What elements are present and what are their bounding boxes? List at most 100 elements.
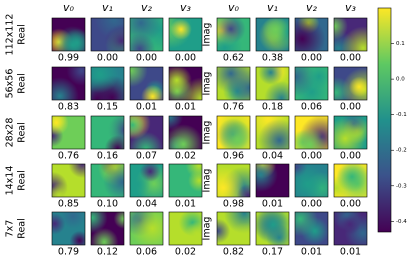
tile-blob <box>162 65 192 95</box>
column-header: v₃ <box>345 1 357 14</box>
tile-value: 0.00 <box>301 151 322 162</box>
tile-border <box>294 115 329 150</box>
tile-value: 0.17 <box>262 247 283 258</box>
tile-border <box>168 163 203 198</box>
tile-border <box>90 66 125 101</box>
tile-border <box>129 17 164 52</box>
tile-blob <box>279 16 325 62</box>
tile-blob <box>258 119 301 162</box>
tile-border <box>168 115 203 150</box>
tile-border <box>255 211 290 246</box>
tile-value: 0.83 <box>58 102 79 113</box>
heatmap-tile <box>217 116 256 158</box>
part-label: Imag <box>202 23 213 47</box>
heatmap-tile <box>295 64 331 100</box>
tile-value: 0.18 <box>262 102 283 113</box>
heatmap-tile <box>91 116 124 149</box>
tile-value: 0.62 <box>223 53 244 64</box>
row-size-label: 28x28 <box>5 118 16 148</box>
tile-blob <box>342 26 385 69</box>
part-label: Real <box>17 170 28 190</box>
heatmap-tile <box>295 116 328 149</box>
column-header: v₁ <box>267 1 278 14</box>
column-header: v₁ <box>102 1 113 14</box>
tile-value: 0.04 <box>262 151 283 162</box>
tile-value: 0.01 <box>175 102 196 113</box>
tile-blob <box>264 81 299 116</box>
tile-border <box>90 115 125 150</box>
tile-blob <box>289 165 327 203</box>
tile-value: 0.01 <box>175 199 196 210</box>
tile-border <box>51 211 86 246</box>
tile-border <box>333 211 368 246</box>
tile-border <box>90 163 125 198</box>
row-size-label: 7x7 <box>5 220 16 238</box>
tile-border <box>51 163 86 198</box>
tile-blob <box>237 184 260 207</box>
heatmap-tile <box>52 150 96 197</box>
heatmap-tile <box>77 202 124 256</box>
colorbar <box>377 7 392 233</box>
heatmap-tile <box>91 18 138 57</box>
heatmap-tile <box>52 204 86 245</box>
tile-blob <box>44 110 69 135</box>
heatmap-tile <box>91 164 124 197</box>
colorbar-tick-label: 0.1 <box>396 41 405 47</box>
heatmap-tile <box>279 16 328 62</box>
tile-blob <box>77 202 108 233</box>
colorbar-tick-label: -0.3 <box>396 183 407 189</box>
heatmap-tile <box>124 164 163 197</box>
column-header: v₀ <box>63 1 75 14</box>
tile-blob <box>306 64 331 89</box>
heatmap-tile <box>130 116 163 149</box>
heatmap-tile <box>52 67 85 100</box>
tile-blob <box>124 171 150 197</box>
tile-border <box>333 66 368 101</box>
colorbar-tick-label: 0.0 <box>396 77 405 83</box>
tile-blob <box>336 161 367 192</box>
tile-blob <box>185 222 209 246</box>
tile-value: 0.04 <box>136 199 157 210</box>
tile-value: 0.06 <box>136 247 157 258</box>
tile-value: 0.02 <box>175 247 196 258</box>
tile-blob <box>68 150 96 178</box>
tile-value: 0.99 <box>58 53 79 64</box>
tile-value: 0.00 <box>301 199 322 210</box>
tile-border <box>168 211 203 246</box>
tile-value: 0.06 <box>301 102 322 113</box>
tile-blob <box>227 65 273 111</box>
tile-value: 0.00 <box>136 53 157 64</box>
tile-blob <box>61 204 86 229</box>
tile-blob <box>155 102 183 130</box>
tile-blob <box>274 179 301 206</box>
tile-blob <box>207 30 243 66</box>
tile-blob <box>163 124 203 164</box>
heatmap-tile <box>169 212 209 246</box>
tile-value: 0.01 <box>301 247 322 258</box>
tile-value: 0.10 <box>97 199 118 210</box>
tile-value: 0.07 <box>136 151 157 162</box>
tile-border <box>216 211 251 246</box>
tile-value: 0.15 <box>97 102 118 113</box>
tile-border <box>294 66 329 101</box>
tile-value: 0.01 <box>340 247 361 258</box>
tile-border <box>255 163 290 198</box>
tile-border <box>216 66 251 101</box>
tile-blob <box>219 121 256 158</box>
tile-blob <box>90 228 118 256</box>
tile-blob <box>258 60 283 85</box>
tile-blob <box>205 219 230 244</box>
tile-value: 0.00 <box>97 53 118 64</box>
column-header: v₂ <box>306 1 318 14</box>
heatmap-tile <box>295 212 328 245</box>
heatmap-tile <box>205 212 250 245</box>
tile-blob <box>105 24 138 57</box>
tile-border <box>333 163 368 198</box>
tile-border <box>216 115 251 150</box>
tile-value: 0.76 <box>223 102 244 113</box>
tile-border <box>51 17 86 52</box>
part-label: Real <box>17 218 28 238</box>
tile-blob <box>124 33 155 64</box>
heatmap-tile <box>169 18 202 51</box>
tile-blob <box>115 54 148 87</box>
